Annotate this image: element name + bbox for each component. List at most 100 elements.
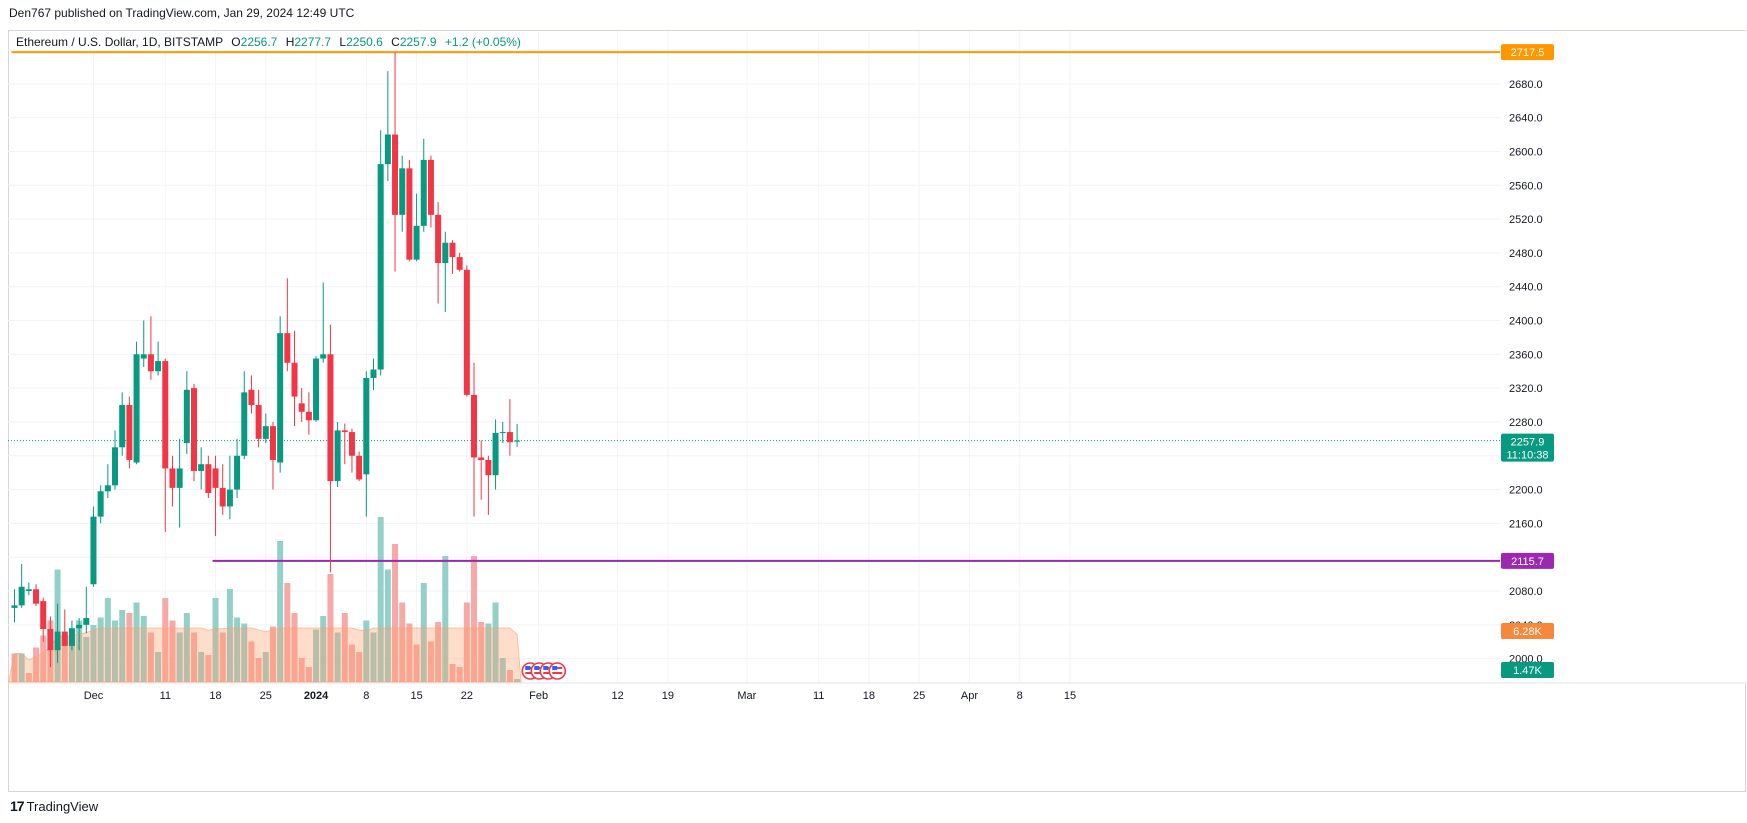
volume-bar xyxy=(514,679,521,682)
volume-bar xyxy=(126,613,133,682)
volume-bar xyxy=(427,641,434,682)
volume-bar xyxy=(112,620,119,682)
candle-body xyxy=(442,242,449,264)
volume-bar xyxy=(119,610,126,682)
volume-bar xyxy=(492,602,499,682)
candle-body xyxy=(313,358,320,421)
volume-bar xyxy=(506,670,513,682)
candle-body xyxy=(320,354,327,359)
volume-bar xyxy=(255,658,262,682)
volume-bar xyxy=(463,602,470,682)
support-price-badge xyxy=(1501,552,1554,569)
candle-body xyxy=(427,159,434,215)
event-markers xyxy=(521,662,567,680)
time-tick-label: 15 xyxy=(1064,690,1076,702)
change-value: +1.2 (+0.05%) xyxy=(444,35,521,49)
candle-body xyxy=(54,631,61,651)
close-label: C xyxy=(391,35,400,49)
price-tick-label: 2280.0 xyxy=(1509,417,1543,429)
volume-bar xyxy=(399,602,406,682)
volume-bar xyxy=(176,632,183,682)
tradingview-brand[interactable]: 17 TradingView xyxy=(10,798,98,814)
volume-bar xyxy=(262,652,269,682)
symbol-legend[interactable]: Ethereum / U.S. Dollar, 1D, BITSTAMP O22… xyxy=(14,34,523,50)
candle-body xyxy=(248,389,255,406)
price-tick-label: 2160.0 xyxy=(1509,518,1543,530)
volume-bar xyxy=(76,620,83,682)
candle-body xyxy=(191,388,197,471)
time-tick-label: 8 xyxy=(363,690,369,702)
candle-body xyxy=(90,516,97,585)
volume-bar xyxy=(61,637,68,682)
candle-body xyxy=(506,432,513,443)
candle-body xyxy=(119,405,126,448)
volume-bar xyxy=(456,667,463,682)
candle-body xyxy=(147,354,154,372)
price-tick-label: 2560.0 xyxy=(1509,180,1543,192)
candle-body xyxy=(219,487,226,507)
volume-bar xyxy=(313,629,320,682)
us-flag-icon xyxy=(548,662,567,680)
current-volume-badge xyxy=(1501,662,1554,678)
volume-ma-area xyxy=(7,627,522,683)
candle-body xyxy=(262,426,269,439)
candle-body xyxy=(97,491,104,517)
volume-bar xyxy=(147,632,154,682)
time-tick-label: 11 xyxy=(160,690,171,702)
candle-body xyxy=(456,257,463,270)
flag-canton xyxy=(543,666,549,670)
resistance-price-badge xyxy=(1501,44,1554,61)
volume-bar xyxy=(212,598,219,682)
volume-bar xyxy=(234,617,241,682)
volume-bar xyxy=(478,622,485,682)
volume-bar xyxy=(269,626,276,682)
candle-body xyxy=(126,405,133,460)
volume-bar xyxy=(191,632,197,682)
volume-bar xyxy=(18,653,25,682)
time-tick-label: 25 xyxy=(913,690,925,702)
volume-bar xyxy=(334,632,341,682)
candle-body xyxy=(183,389,190,444)
volume-ma-badge-text: 6.28K xyxy=(1513,626,1542,638)
candle-body xyxy=(104,485,111,492)
candle-body xyxy=(471,394,478,458)
candle-body xyxy=(176,468,183,488)
current-volume-badge-text: 1.47K xyxy=(1513,665,1542,677)
open-value: 2256.7 xyxy=(240,35,278,49)
flag-canton xyxy=(552,666,558,670)
volume-bar xyxy=(25,673,32,682)
candle-body xyxy=(76,624,83,629)
high-value: 2277.7 xyxy=(294,35,332,49)
volume-bar xyxy=(356,652,363,682)
horizontal-levels xyxy=(8,51,1500,562)
candle-body xyxy=(241,392,248,456)
volume-bar xyxy=(68,632,75,682)
candle-body xyxy=(514,440,521,442)
candle-body xyxy=(348,432,355,456)
candle-body xyxy=(384,134,391,165)
candle-body xyxy=(298,403,305,412)
time-axis: Dec 11 18 25 2024 8 15 22 Feb 12 19 Mar 11 18 25 Apr 8 15 xyxy=(8,682,1746,702)
price-tick-label: 2200.0 xyxy=(1509,485,1543,497)
volume-bar xyxy=(320,616,327,682)
flag-stripe xyxy=(552,672,563,674)
candle-body xyxy=(269,426,276,460)
volume-bar xyxy=(499,658,506,682)
candle-body xyxy=(277,333,284,463)
support-price-badge-text: 2115.7 xyxy=(1511,556,1544,568)
candle-body xyxy=(305,411,312,421)
volume-bar xyxy=(449,664,456,682)
volume-bar xyxy=(248,641,255,682)
volume-bar xyxy=(133,602,140,682)
price-tick-label: 2600.0 xyxy=(1509,146,1543,158)
volume-bar xyxy=(104,598,111,682)
volume-bar xyxy=(370,632,377,682)
volume-bar xyxy=(226,589,233,682)
price-tick-label: 2480.0 xyxy=(1509,248,1543,260)
price-tick-label: 2320.0 xyxy=(1509,383,1543,395)
candle-body xyxy=(133,354,140,463)
time-tick-label: 22 xyxy=(461,690,473,702)
price-axis-bg xyxy=(1500,31,1746,683)
candle-body xyxy=(25,589,32,591)
